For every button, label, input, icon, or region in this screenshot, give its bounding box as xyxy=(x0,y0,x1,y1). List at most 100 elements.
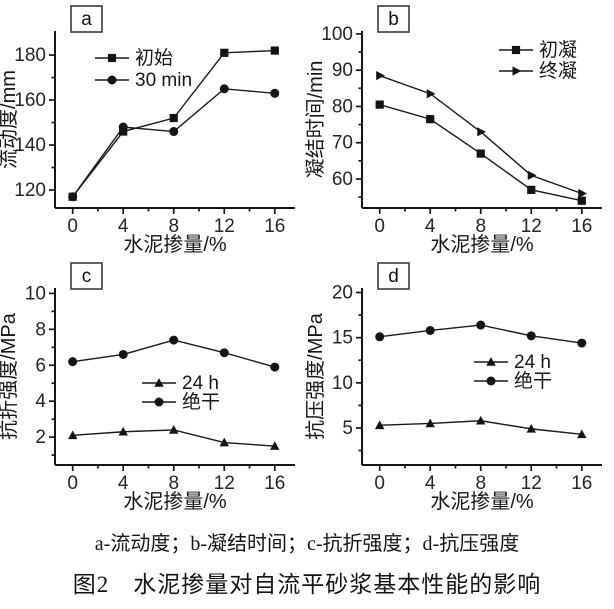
marker-triangle-up xyxy=(270,441,280,450)
marker-triangle-right xyxy=(512,66,522,76)
marker-circle xyxy=(476,320,486,330)
marker-triangle-up xyxy=(374,420,385,430)
figure-title: 图2 水泥掺量对自流平砂浆基本性能的影响 xyxy=(72,572,542,597)
legend-label: 绝干 xyxy=(514,370,552,392)
panel-label: c xyxy=(82,266,92,287)
marker-triangle-up xyxy=(476,415,486,425)
legend-label: 初始 xyxy=(135,47,173,69)
chart-panel-d: 0 4 8 12 16 5 10 15 20 水泥掺量/% 抗压强度/MPa 24 h绝干 d xyxy=(304,262,602,513)
marker-circle xyxy=(154,397,164,407)
legend-label: 30 min xyxy=(135,70,192,91)
x-tick-label: 16 xyxy=(264,216,285,237)
x-tick-label: 4 xyxy=(425,473,436,494)
marker-triangle-up xyxy=(219,437,229,447)
panel-label-box xyxy=(377,262,410,290)
marker-triangle-right xyxy=(426,89,436,99)
marker-square xyxy=(270,46,279,55)
y-tick-label: 2 xyxy=(35,427,46,448)
x-tick-label: 8 xyxy=(475,216,486,237)
marker-circle xyxy=(577,338,587,348)
marker-circle xyxy=(425,325,435,335)
panel-label: d xyxy=(388,266,399,287)
marker-square xyxy=(169,113,178,123)
marker-triangle-right xyxy=(477,127,487,137)
marker-circle xyxy=(68,357,78,367)
figure-caption: a-流动度；b-凝结时间；c-抗折强度；d-抗压强度 图2 水泥掺量对自流平砂浆… xyxy=(0,514,614,599)
series-line-circle xyxy=(72,88,275,198)
panel-label: a xyxy=(81,9,92,30)
y-tick-label: 5 xyxy=(342,418,353,439)
legend-label: 绝干 xyxy=(182,391,220,413)
marker-triangle-up xyxy=(118,426,128,436)
y-tick-label: 80 xyxy=(332,96,353,117)
panel-label: b xyxy=(388,9,399,30)
x-tick-label: 16 xyxy=(264,473,285,494)
panel-label-box xyxy=(377,5,410,33)
marker-circle xyxy=(486,376,496,386)
x-axis-label: 水泥掺量/% xyxy=(430,490,534,513)
x-tick-label: 0 xyxy=(374,216,385,237)
x-tick-label: 12 xyxy=(521,216,542,237)
x-axis-label: 水泥掺量/% xyxy=(430,233,534,256)
marker-circle xyxy=(68,192,78,202)
marker-square xyxy=(577,196,586,205)
marker-circle xyxy=(219,348,229,358)
marker-square xyxy=(107,53,117,63)
x-tick-label: 0 xyxy=(67,473,78,494)
x-tick-label: 4 xyxy=(118,473,129,494)
x-tick-label: 4 xyxy=(118,216,129,237)
marker-square xyxy=(426,115,435,124)
marker-triangle-up xyxy=(486,357,496,366)
marker-circle xyxy=(270,88,280,98)
x-tick-label: 4 xyxy=(425,216,436,237)
x-tick-label: 0 xyxy=(374,473,385,494)
marker-triangle-up xyxy=(526,423,536,433)
marker-circle xyxy=(375,332,385,342)
marker-triangle-right xyxy=(527,170,537,180)
legend-label: 终凝 xyxy=(539,60,577,82)
marker-square xyxy=(527,185,536,194)
y-tick-label: 20 xyxy=(332,283,353,304)
marker-circle xyxy=(169,335,179,345)
marker-triangle-up xyxy=(67,430,78,440)
y-axis-label: 抗压强度/MPa xyxy=(304,312,327,440)
marker-triangle-right xyxy=(578,188,588,199)
y-tick-label: 180 xyxy=(14,45,46,66)
marker-triangle-up xyxy=(425,418,435,428)
x-tick-label: 12 xyxy=(521,473,542,494)
marker-square xyxy=(476,149,485,158)
y-tick-label: 90 xyxy=(332,60,353,81)
marker-circle xyxy=(107,75,117,85)
y-axis-label: 抗折强度/MPa xyxy=(0,312,20,440)
marker-triangle-up xyxy=(169,425,179,434)
x-axis-label: 水泥掺量/% xyxy=(123,490,227,513)
marker-square xyxy=(220,48,229,57)
y-tick-label: 4 xyxy=(35,391,46,412)
y-tick-label: 6 xyxy=(35,355,46,376)
marker-circle xyxy=(219,84,229,94)
x-tick-label: 8 xyxy=(168,473,179,494)
x-axis-label: 水泥掺量/% xyxy=(123,233,227,256)
marker-circle xyxy=(118,349,128,359)
subplot-key-caption: a-流动度；b-凝结时间；c-抗折强度；d-抗压强度 xyxy=(94,533,520,555)
marker-triangle-right xyxy=(376,71,385,81)
marker-square xyxy=(375,100,384,109)
x-tick-label: 16 xyxy=(571,473,592,494)
y-tick-label: 100 xyxy=(321,24,353,45)
y-tick-label: 10 xyxy=(332,373,353,394)
panel-label-box xyxy=(70,262,103,290)
x-tick-label: 12 xyxy=(214,216,235,237)
legend-label: 24 h xyxy=(514,352,551,373)
marker-triangle-up xyxy=(577,429,587,439)
x-tick-label: 12 xyxy=(214,473,235,494)
marker-circle xyxy=(118,122,128,132)
marker-square xyxy=(511,45,521,55)
x-tick-label: 0 xyxy=(67,216,78,237)
panel-label-box xyxy=(70,5,103,33)
y-tick-label: 15 xyxy=(332,328,353,349)
y-tick-label: 10 xyxy=(25,283,46,304)
x-tick-label: 16 xyxy=(571,216,592,237)
